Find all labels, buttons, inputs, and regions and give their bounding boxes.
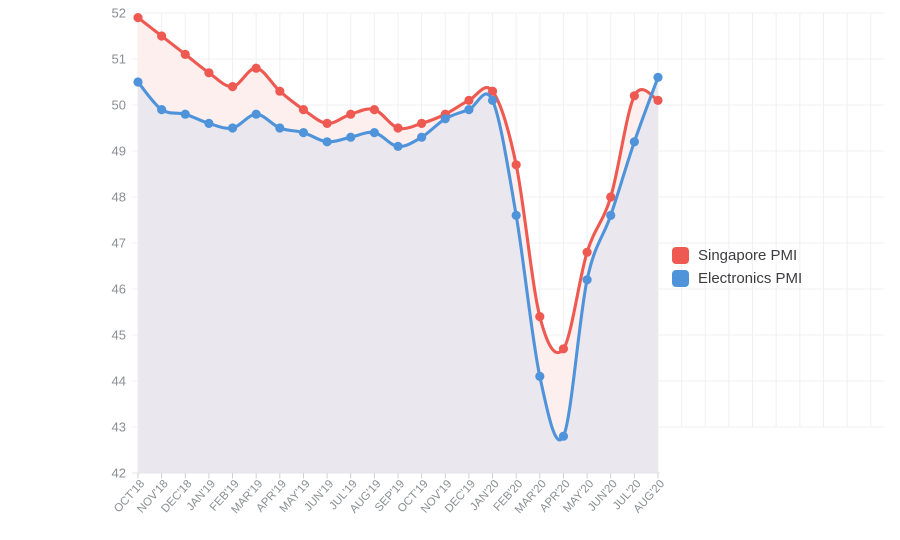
data-point (227, 82, 238, 92)
data-point (298, 105, 309, 115)
data-point (180, 49, 190, 60)
data-point (487, 86, 498, 96)
data-point (322, 118, 332, 128)
data-point (629, 137, 639, 147)
data-point (653, 72, 663, 82)
y-axis-label: 46 (112, 282, 126, 297)
electronics-pmi-swatch (672, 270, 689, 287)
data-point (511, 160, 521, 170)
chart-legend: Singapore PMI Electronics PMI (672, 247, 802, 293)
data-point (440, 114, 450, 124)
y-axis-label: 51 (112, 52, 126, 67)
data-point (275, 86, 285, 96)
x-axis: OCT'18NOV'18DEC'18JAN'19FEB'19MAR'19APR'… (112, 472, 667, 516)
data-point (204, 68, 214, 78)
data-point (251, 63, 261, 73)
y-axis-label: 44 (112, 374, 126, 389)
data-point (558, 344, 569, 354)
data-point (653, 95, 663, 105)
data-point (369, 128, 379, 138)
data-point (180, 109, 190, 119)
y-axis-label: 45 (112, 328, 126, 343)
data-point (298, 128, 309, 138)
data-point (511, 210, 521, 220)
data-point (157, 105, 167, 115)
y-axis-label: 42 (112, 466, 126, 481)
data-point (535, 312, 545, 322)
data-point (393, 141, 403, 151)
data-point (251, 109, 261, 119)
data-point (227, 123, 238, 133)
electronics-pmi-series (133, 72, 663, 442)
legend-item-singapore-pmi[interactable]: Singapore PMI (672, 247, 802, 264)
y-axis-label: 48 (112, 190, 126, 205)
legend-label: Electronics PMI (698, 270, 803, 287)
data-point (133, 13, 143, 23)
singapore-pmi-swatch (672, 247, 689, 264)
y-axis-label: 47 (112, 236, 126, 251)
data-point (464, 95, 474, 105)
singapore-pmi-series (133, 13, 663, 355)
data-point (535, 371, 545, 381)
electronics-pmi-area (138, 77, 658, 474)
data-point (582, 275, 592, 285)
data-point (606, 210, 616, 220)
legend-label: Singapore PMI (698, 247, 798, 264)
data-point (369, 105, 379, 115)
legend-item-electronics-pmi[interactable]: Electronics PMI (672, 270, 802, 287)
data-point (322, 137, 332, 147)
data-point (157, 31, 167, 41)
data-point (417, 132, 427, 142)
data-point (346, 132, 356, 142)
y-axis-label: 49 (112, 144, 126, 159)
data-point (204, 118, 214, 128)
data-point (346, 109, 356, 119)
data-point (133, 77, 143, 87)
data-point (487, 95, 498, 105)
data-point (275, 123, 285, 133)
data-point (558, 431, 569, 441)
y-axis: 42 43 44 45 46 47 48 49 50 51 52 (112, 6, 126, 481)
data-point (417, 118, 427, 128)
data-point (393, 123, 403, 133)
y-axis-label: 43 (112, 420, 126, 435)
data-point (582, 247, 592, 257)
y-axis-label: 50 (112, 98, 126, 113)
data-point (464, 105, 474, 115)
data-point (606, 192, 616, 202)
data-point (629, 91, 639, 101)
y-axis-label: 52 (112, 6, 126, 21)
